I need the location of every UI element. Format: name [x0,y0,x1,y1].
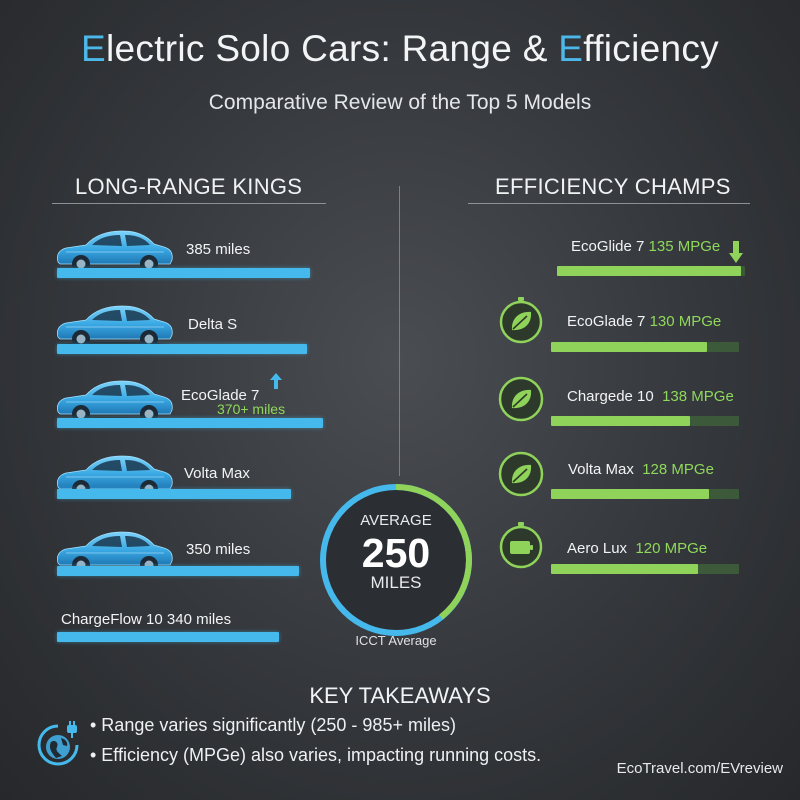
range-section-divider [52,203,326,204]
footer-url: EcoTravel.com/EVreview [616,760,783,777]
range-label: Volta Max [184,465,250,482]
range-bar [57,344,307,354]
efficiency-bar [551,416,691,426]
range-bar [57,566,299,576]
gauge-value: 250 [361,530,431,576]
efficiency-label: Volta Max 128 MPGe [568,461,714,478]
page-subtitle: Comparative Review of the Top 5 Models [208,91,592,114]
range-bar [57,418,323,428]
range-label: 350 miles [186,541,251,558]
efficiency-bar-track [551,489,739,499]
average-gauge [320,484,472,636]
efficiency-label: EcoGlide 7 135 MPGe [571,238,721,255]
range-bar [57,632,279,642]
takeaways-title: KEY TAKEAWAYS [309,683,491,708]
range-label: EcoGlade 7 [181,387,260,404]
gauge-caption: ICCT Average [355,633,437,648]
range-sub-label: 370+ miles [217,401,286,417]
efficiency-bar [551,564,698,574]
takeaway-bullet: • Efficiency (MPGe) also varies, impacti… [90,745,542,765]
leaf-icon [498,451,544,497]
efficiency-section-title: EFFICIENCY CHAMPS [495,174,731,199]
center-divider [399,186,400,476]
efficiency-label: EcoGlade 7 130 MPGe [567,313,722,330]
efficiency-bar-track [551,342,739,352]
car-icon [52,297,176,349]
range-section-title: LONG-RANGE KINGS [75,174,303,199]
efficiency-bar-track [557,266,745,276]
gauge-top-label: AVERAGE [360,512,432,529]
range-label: ChargeFlow 10 340 miles [61,611,232,628]
leaf-icon [498,376,544,422]
range-label: 385 miles [186,241,251,258]
efficiency-label: Aero Lux 120 MPGe [567,540,708,557]
efficiency-label: Chargede 10 138 MPGe [567,388,734,405]
efficiency-bar [557,266,742,276]
takeaway-bullet: • Range varies significantly (250 - 985+… [90,715,456,735]
efficiency-bar-track [551,564,739,574]
range-label: Delta S [188,316,238,333]
car-icon [52,372,176,424]
car-icon [52,222,176,274]
gauge-unit: MILES [370,573,422,592]
up-arrow-icon [270,373,282,389]
stopwatch-battery-icon [499,522,543,569]
down-arrow-icon [729,241,743,263]
efficiency-section-divider [468,203,750,204]
efficiency-bar [551,489,709,499]
stopwatch-leaf-icon [499,297,543,344]
globe-plug-icon [37,721,79,766]
range-bar [57,268,310,278]
range-bar [57,489,291,499]
efficiency-bar [551,342,708,352]
efficiency-bar-track [551,416,739,426]
page-title: Electric Solo Cars: Range & Efficiency [81,28,719,69]
